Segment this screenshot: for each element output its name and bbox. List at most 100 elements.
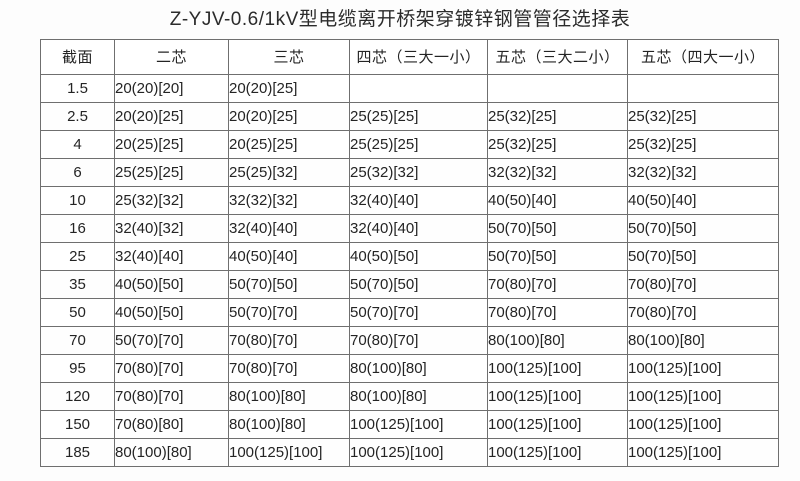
cell-five-core-a: 25(32)[25] [487,102,628,131]
cell-two-core: 70(80)[70] [114,382,229,411]
cell-section: 35 [40,270,115,299]
table-row: 95 70(80)[70] 70(80)[70] 80(100)[80] 100(125… [40,354,779,383]
column-header-five-core-a: 五芯（三大二小） [487,39,628,75]
cell-five-core-b: 25(32)[25] [627,130,779,159]
cell-section: 2.5 [40,102,115,131]
cell-five-core-b: 80(100)[80] [627,326,779,355]
cell-section: 16 [40,214,115,243]
cell-three-core: 40(50)[40] [228,242,350,271]
table-body: 1.5 20(20)[20] 20(20)[25] 2.5 20(20)[25] 20(2… [40,74,779,467]
table-row: 150 70(80)[80] 80(100)[80] 100(125)[100] 100… [40,410,779,439]
cell-three-core: 70(80)[70] [228,326,350,355]
cell-section: 185 [40,438,115,467]
cell-four-core: 25(25)[25] [349,102,488,131]
cell-five-core-a: 70(80)[70] [487,270,628,299]
cell-five-core-a [487,74,628,103]
cell-three-core: 32(40)[40] [228,214,350,243]
cell-four-core [349,74,488,103]
cell-section: 6 [40,158,115,187]
column-header-two-core: 二芯 [114,39,229,75]
cell-two-core: 50(70)[70] [114,326,229,355]
cell-two-core: 25(25)[25] [114,158,229,187]
cell-five-core-b: 100(125)[100] [627,438,779,467]
cell-three-core: 25(25)[32] [228,158,350,187]
cell-five-core-a: 80(100)[80] [487,326,628,355]
cell-five-core-b: 40(50)[40] [627,186,779,215]
cell-four-core: 80(100)[80] [349,354,488,383]
cell-five-core-a: 50(70)[50] [487,242,628,271]
cell-five-core-b: 70(80)[70] [627,298,779,327]
cell-section: 150 [40,410,115,439]
cell-five-core-a: 25(32)[25] [487,130,628,159]
cell-three-core: 32(32)[32] [228,186,350,215]
cell-four-core: 32(40)[40] [349,214,488,243]
table-row: 16 32(40)[32] 32(40)[40] 32(40)[40] 50(70)[5… [40,214,779,243]
cell-section: 95 [40,354,115,383]
cell-two-core: 20(20)[25] [114,102,229,131]
table-row: 70 50(70)[70] 70(80)[70] 70(80)[70] 80(100)[… [40,326,779,355]
cell-two-core: 25(32)[32] [114,186,229,215]
table-row: 4 20(25)[25] 20(25)[25] 25(25)[25] 25(32)[25… [40,130,779,159]
cell-four-core: 40(50)[50] [349,242,488,271]
column-header-three-core: 三芯 [228,39,350,75]
cell-five-core-a: 32(32)[32] [487,158,628,187]
table-header: 截面 二芯 三芯 四芯（三大一小） 五芯（三大二小） 五芯（四大一小） [40,39,779,75]
table-row: 50 40(50)[50] 50(70)[70] 50(70)[70] 70(80)[7… [40,298,779,327]
cell-three-core: 100(125)[100] [228,438,350,467]
cell-five-core-a: 40(50)[40] [487,186,628,215]
cell-five-core-b: 32(32)[32] [627,158,779,187]
cell-five-core-a: 100(125)[100] [487,354,628,383]
cell-five-core-b: 100(125)[100] [627,354,779,383]
cell-four-core: 80(100)[80] [349,382,488,411]
document-title: Z-YJV-0.6/1kV型电缆离开桥架穿镀锌钢管管径选择表 [169,9,631,30]
cell-two-core: 40(50)[50] [114,298,229,327]
cell-two-core: 70(80)[80] [114,410,229,439]
cell-four-core: 70(80)[70] [349,326,488,355]
cell-five-core-b: 50(70)[50] [627,214,779,243]
cell-four-core: 100(125)[100] [349,438,488,467]
cell-three-core: 50(70)[50] [228,270,350,299]
cell-section: 1.5 [40,74,115,103]
cell-five-core-a: 100(125)[100] [487,382,628,411]
cell-four-core: 50(70)[50] [349,270,488,299]
pipe-size-table-container: 截面 二芯 三芯 四芯（三大一小） 五芯（三大二小） 五芯（四大一小） 1.5 2… [40,39,779,467]
cell-five-core-b: 100(125)[100] [627,410,779,439]
cell-four-core: 100(125)[100] [349,410,488,439]
table-row: 1.5 20(20)[20] 20(20)[25] [40,74,779,103]
cell-two-core: 20(20)[20] [114,74,229,103]
table-row: 35 40(50)[50] 50(70)[50] 50(70)[50] 70(80)[7… [40,270,779,299]
column-header-five-core-b: 五芯（四大一小） [627,39,779,75]
cell-three-core: 20(20)[25] [228,74,350,103]
cell-two-core: 40(50)[50] [114,270,229,299]
cell-five-core-a: 100(125)[100] [487,410,628,439]
column-header-four-core: 四芯（三大一小） [349,39,488,75]
cell-section: 70 [40,326,115,355]
cell-five-core-b [627,74,779,103]
table-row: 120 70(80)[70] 80(100)[80] 80(100)[80] 100(1… [40,382,779,411]
cell-four-core: 50(70)[70] [349,298,488,327]
table-row: 25 32(40)[40] 40(50)[40] 40(50)[50] 50(70)[5… [40,242,779,271]
table-row: 6 25(25)[25] 25(25)[32] 25(32)[32] 32(32)[32… [40,158,779,187]
cell-five-core-b: 100(125)[100] [627,382,779,411]
cell-three-core: 70(80)[70] [228,354,350,383]
cell-four-core: 25(32)[32] [349,158,488,187]
cell-three-core: 80(100)[80] [228,410,350,439]
cell-five-core-b: 50(70)[50] [627,242,779,271]
cell-five-core-a: 70(80)[70] [487,298,628,327]
cell-four-core: 25(25)[25] [349,130,488,159]
table-row: 10 25(32)[32] 32(32)[32] 32(40)[40] 40(50)[4… [40,186,779,215]
table-row: 2.5 20(20)[25] 20(20)[25] 25(25)[25] 25(32)[… [40,102,779,131]
cell-section: 10 [40,186,115,215]
table-header-row: 截面 二芯 三芯 四芯（三大一小） 五芯（三大二小） 五芯（四大一小） [40,39,779,75]
cell-five-core-a: 50(70)[50] [487,214,628,243]
cell-section: 120 [40,382,115,411]
cell-five-core-b: 70(80)[70] [627,270,779,299]
cell-five-core-b: 25(32)[25] [627,102,779,131]
cell-two-core: 32(40)[40] [114,242,229,271]
column-header-section: 截面 [40,39,115,75]
cell-three-core: 50(70)[70] [228,298,350,327]
cell-section: 50 [40,298,115,327]
cell-three-core: 20(20)[25] [228,102,350,131]
cell-three-core: 80(100)[80] [228,382,350,411]
